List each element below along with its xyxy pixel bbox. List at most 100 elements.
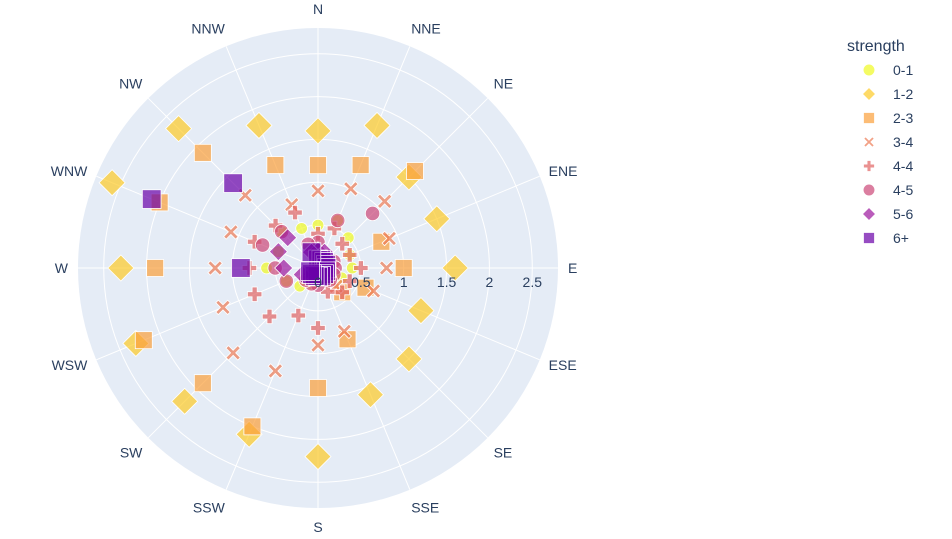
data-point-2-3-SSW	[243, 417, 262, 436]
data-markers	[98, 111, 469, 471]
data-point-3-4-W	[207, 260, 223, 276]
legend-symbol	[862, 63, 876, 77]
direction-label-W: W	[55, 260, 69, 276]
legend-symbol	[863, 160, 875, 172]
data-point-1-2-NW	[165, 115, 193, 143]
data-point-4-5-WNW	[254, 237, 271, 253]
legend: strength 0-1 1-2 2-3 3-4 4-4 4-5 5-6 6+	[847, 38, 913, 246]
data-point-0-1-NNW	[295, 222, 308, 235]
data-point-3-4-WNW	[223, 224, 239, 240]
data-point-5-6-WNW	[268, 242, 288, 262]
radial-tick-label: 2	[486, 274, 494, 290]
direction-label-SE: SE	[494, 445, 513, 461]
direction-label-NNW: NNW	[191, 20, 225, 36]
data-point-3-4-SSW	[267, 363, 284, 379]
data-point-2-3-NNW	[266, 156, 285, 174]
legend-item-5-6[interactable]: 5-6	[861, 206, 914, 222]
radial-tick-label: 0	[314, 274, 322, 290]
data-point-1-2-W	[107, 254, 135, 282]
radial-tick-label: 1	[400, 274, 408, 290]
direction-label-E: E	[568, 260, 577, 276]
data-point-2-3-SW	[193, 374, 212, 393]
data-point-4-5-NNE	[330, 212, 346, 229]
series-6+	[141, 173, 337, 287]
data-point-4-4-ENE	[342, 247, 358, 263]
data-point-6+-W	[231, 258, 251, 278]
data-point-4-4-NNW	[287, 204, 303, 221]
data-point-1-2-N	[304, 117, 332, 145]
data-point-6+-WSW	[300, 261, 320, 282]
legend-label: 0-1	[893, 62, 913, 78]
data-point-5-6-W	[274, 258, 294, 278]
data-point-1-2-NNW	[245, 111, 273, 140]
legend-symbol	[861, 206, 877, 222]
series-1-2	[98, 111, 469, 471]
direction-label-N: N	[313, 1, 323, 17]
data-point-4-4-SW	[261, 308, 278, 325]
legend-symbol	[863, 232, 875, 244]
data-point-1-2-ENE	[423, 205, 451, 233]
data-point-4-4-ESE	[342, 273, 358, 289]
direction-label-ENE: ENE	[549, 163, 578, 179]
radial-tick-labels: 0 0.5 1 1.5 2 2.5	[314, 274, 542, 290]
data-point-5-6-NW	[278, 228, 298, 248]
data-point-2-3-N	[309, 156, 327, 175]
legend-title: strength	[847, 38, 905, 55]
legend-item-4-4[interactable]: 4-4	[863, 158, 913, 174]
direction-label-NE: NE	[494, 75, 513, 91]
data-point-1-2-NNE	[363, 111, 391, 140]
legend-item-1-2[interactable]: 1-2	[861, 86, 914, 102]
data-point-6+-NW	[223, 173, 243, 193]
legend-item-4-5[interactable]: 4-5	[862, 182, 913, 198]
legend-symbol	[863, 112, 875, 124]
data-point-6+-NNW	[301, 242, 322, 262]
data-point-3-4-NNE	[343, 181, 359, 197]
direction-labels: N NNE NE ENE E ESE SE SSE S SSW SW WSW W WNW NW NNW	[51, 1, 578, 535]
direction-label-WNW: WNW	[51, 163, 88, 179]
legend-item-6+[interactable]: 6+	[863, 230, 909, 246]
data-point-1-2-S	[304, 443, 332, 471]
data-point-2-3-W	[146, 259, 165, 277]
data-point-3-4-NE	[376, 193, 393, 210]
legend-item-0-1[interactable]: 0-1	[862, 62, 913, 78]
direction-label-NNE: NNE	[411, 20, 441, 36]
radial-tick-label: 0.5	[351, 274, 371, 290]
data-point-2-3-E	[394, 259, 413, 277]
data-point-6+-WNW	[141, 189, 162, 209]
data-point-1-2-SW	[171, 387, 199, 415]
data-point-1-2-WNW	[98, 169, 126, 197]
legend-item-2-3[interactable]: 2-3	[863, 110, 913, 126]
data-point-4-4-S	[310, 320, 326, 336]
data-point-4-4-WSW	[247, 286, 263, 302]
legend-label: 4-4	[893, 158, 913, 174]
data-point-4-5-NE	[364, 205, 381, 222]
direction-label-ESE: ESE	[549, 357, 577, 373]
radial-tick-label: 1.5	[437, 274, 457, 290]
legend-label: 4-5	[893, 182, 913, 198]
data-point-3-4-ENE	[381, 230, 398, 247]
legend-label: 5-6	[893, 206, 913, 222]
direction-label-SSW: SSW	[193, 500, 226, 516]
legend-item-3-4[interactable]: 3-4	[863, 134, 914, 150]
grid-spoke	[225, 267, 319, 490]
data-point-3-4-ESE	[365, 283, 382, 299]
legend-label: 2-3	[893, 110, 913, 126]
direction-label-WSW: WSW	[52, 357, 89, 373]
data-point-1-2-E	[441, 254, 469, 282]
data-point-3-4-S	[310, 337, 326, 353]
legend-symbol	[862, 183, 876, 197]
direction-label-SW: SW	[120, 445, 143, 461]
data-point-4-4-E	[353, 260, 369, 276]
data-point-1-2-ESE	[407, 297, 435, 325]
direction-label-NW: NW	[119, 75, 143, 91]
data-point-3-4-SSE	[336, 323, 353, 340]
data-point-4-4-SSW	[290, 307, 306, 324]
legend-label: 6+	[893, 230, 909, 246]
data-point-2-3-WSW	[134, 331, 153, 350]
radial-tick-label: 2.5	[523, 274, 543, 290]
data-point-1-2-SE	[395, 345, 423, 373]
legend-label: 3-4	[893, 134, 913, 150]
data-point-3-4-WSW	[215, 299, 231, 316]
legend-label: 1-2	[893, 86, 913, 102]
